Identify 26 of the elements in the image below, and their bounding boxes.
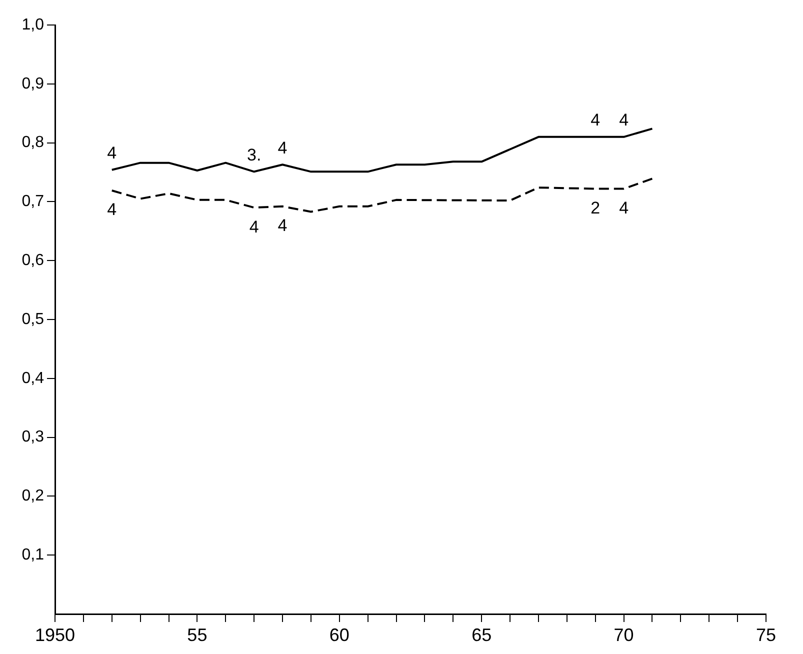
annotation: 4 xyxy=(107,200,117,220)
y-tick-label: 0,3 xyxy=(22,428,44,446)
x-tick-label: 55 xyxy=(187,624,208,645)
x-tick-label: 1950 xyxy=(34,624,76,645)
annotation: 4 xyxy=(278,138,288,158)
y-tick-label: 0,8 xyxy=(22,134,44,152)
annotation: 4 xyxy=(619,198,629,218)
x-tick-label: 75 xyxy=(756,624,776,645)
y-tick-label: 0,2 xyxy=(22,488,44,505)
y-tick-label: 0,9 xyxy=(22,75,44,92)
x-tick-label: 65 xyxy=(472,624,492,645)
annotation: 4 xyxy=(249,217,259,236)
y-tick-label: 0,6 xyxy=(22,252,44,270)
annotation: 2 xyxy=(590,198,600,218)
y-tick-label: 0,7 xyxy=(22,193,44,210)
y-tick-label: 0,5 xyxy=(22,310,44,328)
y-tick-label: 1,0 xyxy=(22,16,44,34)
x-tick-label: 70 xyxy=(614,624,634,645)
y-tick-label: 0,4 xyxy=(22,370,44,387)
y-tick-label: 0,1 xyxy=(22,546,44,564)
x-tick-label: 60 xyxy=(329,624,350,645)
annotation: 4 xyxy=(619,110,629,130)
annotation: 4 xyxy=(107,144,117,163)
annotation: 3. xyxy=(246,145,262,164)
annotation: 4 xyxy=(590,110,600,130)
annotation: 4 xyxy=(278,216,288,236)
